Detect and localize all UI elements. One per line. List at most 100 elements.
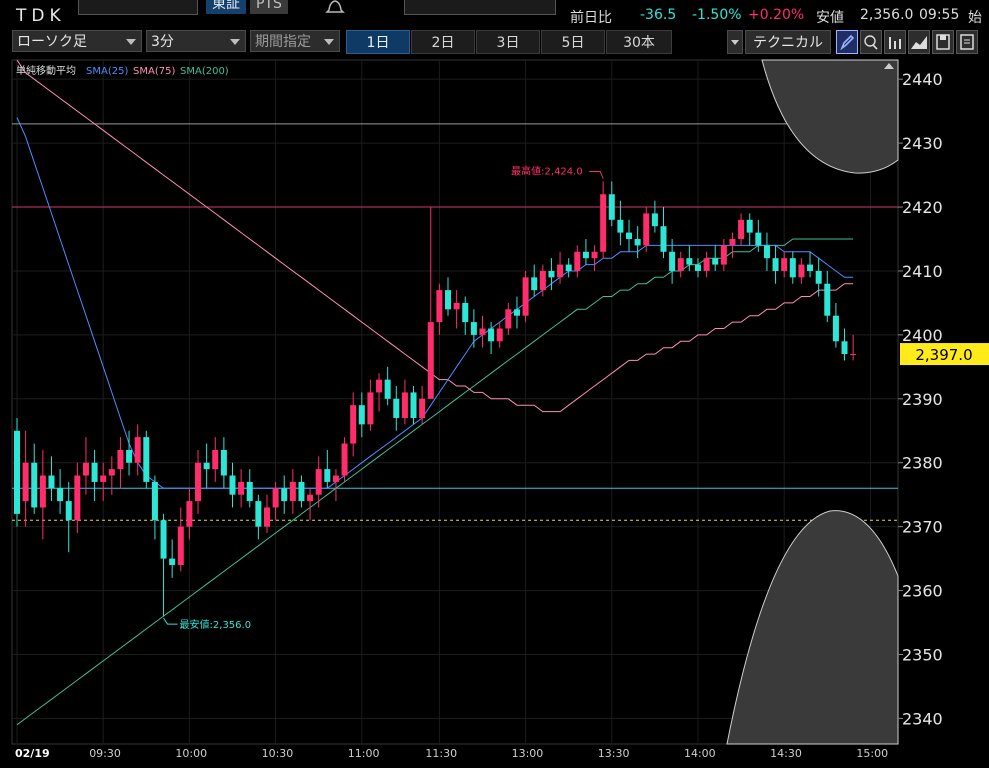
y-tick-label: 2370 bbox=[902, 518, 943, 537]
candle-body bbox=[65, 501, 72, 521]
candle-body bbox=[350, 405, 357, 444]
x-tick-label: 13:30 bbox=[598, 747, 630, 760]
save-icon[interactable] bbox=[932, 30, 954, 54]
interval-dropdown[interactable]: 3分 bbox=[146, 30, 246, 52]
candle-body bbox=[470, 322, 477, 335]
technical-dropdown[interactable]: テクニカル bbox=[745, 30, 831, 54]
period-5d-button[interactable]: 5日 bbox=[541, 30, 605, 54]
sma200-line bbox=[16, 238, 854, 726]
search-tab-fragment[interactable] bbox=[78, 0, 198, 15]
horizontal-lines bbox=[12, 123, 898, 521]
candle-body bbox=[729, 238, 736, 246]
candle-body bbox=[789, 258, 796, 278]
candle-body bbox=[14, 430, 20, 514]
zoom-icon[interactable] bbox=[860, 30, 882, 54]
high-annotation: 最高値:2,424.0 bbox=[511, 164, 583, 177]
volume-icon[interactable] bbox=[884, 30, 906, 54]
candle-body bbox=[281, 488, 288, 502]
candle-body bbox=[720, 245, 727, 265]
current-price-value: 2,397.0 bbox=[915, 346, 972, 364]
range-dropdown[interactable]: 期間指定 bbox=[250, 30, 340, 52]
chart-type-dropdown[interactable]: ローソク足 bbox=[12, 30, 142, 52]
candle-body bbox=[763, 245, 770, 259]
x-tick-label: 10:30 bbox=[262, 747, 294, 760]
legend-sma75: SMA(75) bbox=[133, 66, 175, 77]
x-tick-label: 14:30 bbox=[770, 747, 802, 760]
period-3d-button[interactable]: 3日 bbox=[476, 30, 540, 54]
candle-body bbox=[272, 488, 279, 508]
candle-body bbox=[298, 481, 305, 502]
area-chart-icon[interactable] bbox=[908, 30, 930, 54]
low-time: 09:55 bbox=[919, 7, 960, 23]
candle-body bbox=[419, 398, 426, 418]
change-value: -36.5 bbox=[640, 7, 677, 23]
candle-body bbox=[626, 232, 633, 239]
candle-body bbox=[367, 392, 374, 425]
candle-body bbox=[686, 258, 693, 265]
candle-body bbox=[453, 302, 460, 310]
candle-body bbox=[169, 558, 176, 566]
candle-body bbox=[807, 264, 814, 271]
candle-body bbox=[307, 494, 314, 502]
candle-body bbox=[703, 258, 710, 271]
candle-body bbox=[496, 328, 503, 342]
candle-body bbox=[677, 258, 684, 271]
chevron-down-icon bbox=[324, 39, 334, 45]
order-tab-fragment[interactable] bbox=[404, 0, 556, 15]
candle-body bbox=[324, 469, 331, 482]
candle-body bbox=[160, 520, 167, 559]
settings-icon[interactable] bbox=[956, 30, 978, 54]
pencil-icon[interactable] bbox=[836, 30, 858, 54]
candle-body bbox=[74, 475, 81, 521]
x-tick-label: 15:00 bbox=[856, 747, 888, 760]
candle-body bbox=[513, 309, 520, 316]
market-pts-button[interactable]: PTS bbox=[250, 0, 288, 14]
candle-body bbox=[531, 277, 538, 291]
candle-body bbox=[39, 475, 46, 508]
period-30-button[interactable]: 30本 bbox=[606, 30, 672, 54]
candle-body bbox=[22, 462, 29, 502]
candle-body bbox=[643, 213, 650, 246]
legend-sma25: SMA(25) bbox=[86, 66, 128, 77]
candle-body bbox=[341, 443, 348, 476]
period-2d-button[interactable]: 2日 bbox=[411, 30, 475, 54]
alert-bell-icon[interactable] bbox=[324, 0, 346, 16]
y-tick-label: 2380 bbox=[902, 454, 943, 473]
scroll-up-icon[interactable] bbox=[884, 63, 894, 69]
y-tick-label: 2390 bbox=[902, 390, 943, 409]
candle-body bbox=[445, 290, 451, 310]
price-chart[interactable]: 2340 2350 2360 2370 2380 2390 2400 2410 2420 2430… bbox=[0, 56, 989, 768]
candle-body bbox=[694, 264, 701, 271]
candles bbox=[14, 181, 857, 617]
lower-band-arc bbox=[726, 510, 899, 745]
candle-body bbox=[263, 507, 270, 527]
candle-body bbox=[203, 462, 210, 470]
candle-body bbox=[289, 481, 296, 502]
open-label: 始 bbox=[968, 10, 982, 26]
candle-body bbox=[557, 264, 564, 278]
candle-body bbox=[91, 462, 98, 482]
sma75-line bbox=[16, 59, 854, 413]
prev-day-label: 前日比 bbox=[570, 10, 612, 26]
candle-body bbox=[746, 219, 753, 233]
x-tick-label: 13:00 bbox=[512, 747, 544, 760]
candle-body bbox=[186, 501, 193, 527]
header-bar: TDK 東証 PTS 前日比 -36.5 -1.50% +0.20% 安値 2,… bbox=[0, 0, 989, 28]
candle-body bbox=[31, 462, 38, 508]
interval-value: 3分 bbox=[151, 34, 174, 50]
candle-body bbox=[832, 315, 839, 342]
period-1d-button[interactable]: 1日 bbox=[346, 30, 410, 54]
y-tick-label: 2420 bbox=[902, 198, 943, 217]
candle-body bbox=[798, 264, 805, 278]
chart-toolbar: ローソク足 3分 期間指定 1日 2日 3日 5日 30本 テクニカル bbox=[0, 28, 989, 56]
x-tick-label: 10:00 bbox=[175, 747, 207, 760]
candle-body bbox=[151, 481, 158, 521]
change-percent: -1.50% bbox=[692, 7, 742, 23]
market-tse-button[interactable]: 東証 bbox=[206, 0, 246, 14]
technical-caret-button[interactable] bbox=[727, 30, 743, 54]
upper-band-arc bbox=[761, 59, 899, 174]
candle-body bbox=[462, 302, 469, 323]
candle-body bbox=[582, 251, 589, 259]
candle-body bbox=[548, 270, 555, 278]
y-tick-label: 2340 bbox=[902, 709, 943, 728]
